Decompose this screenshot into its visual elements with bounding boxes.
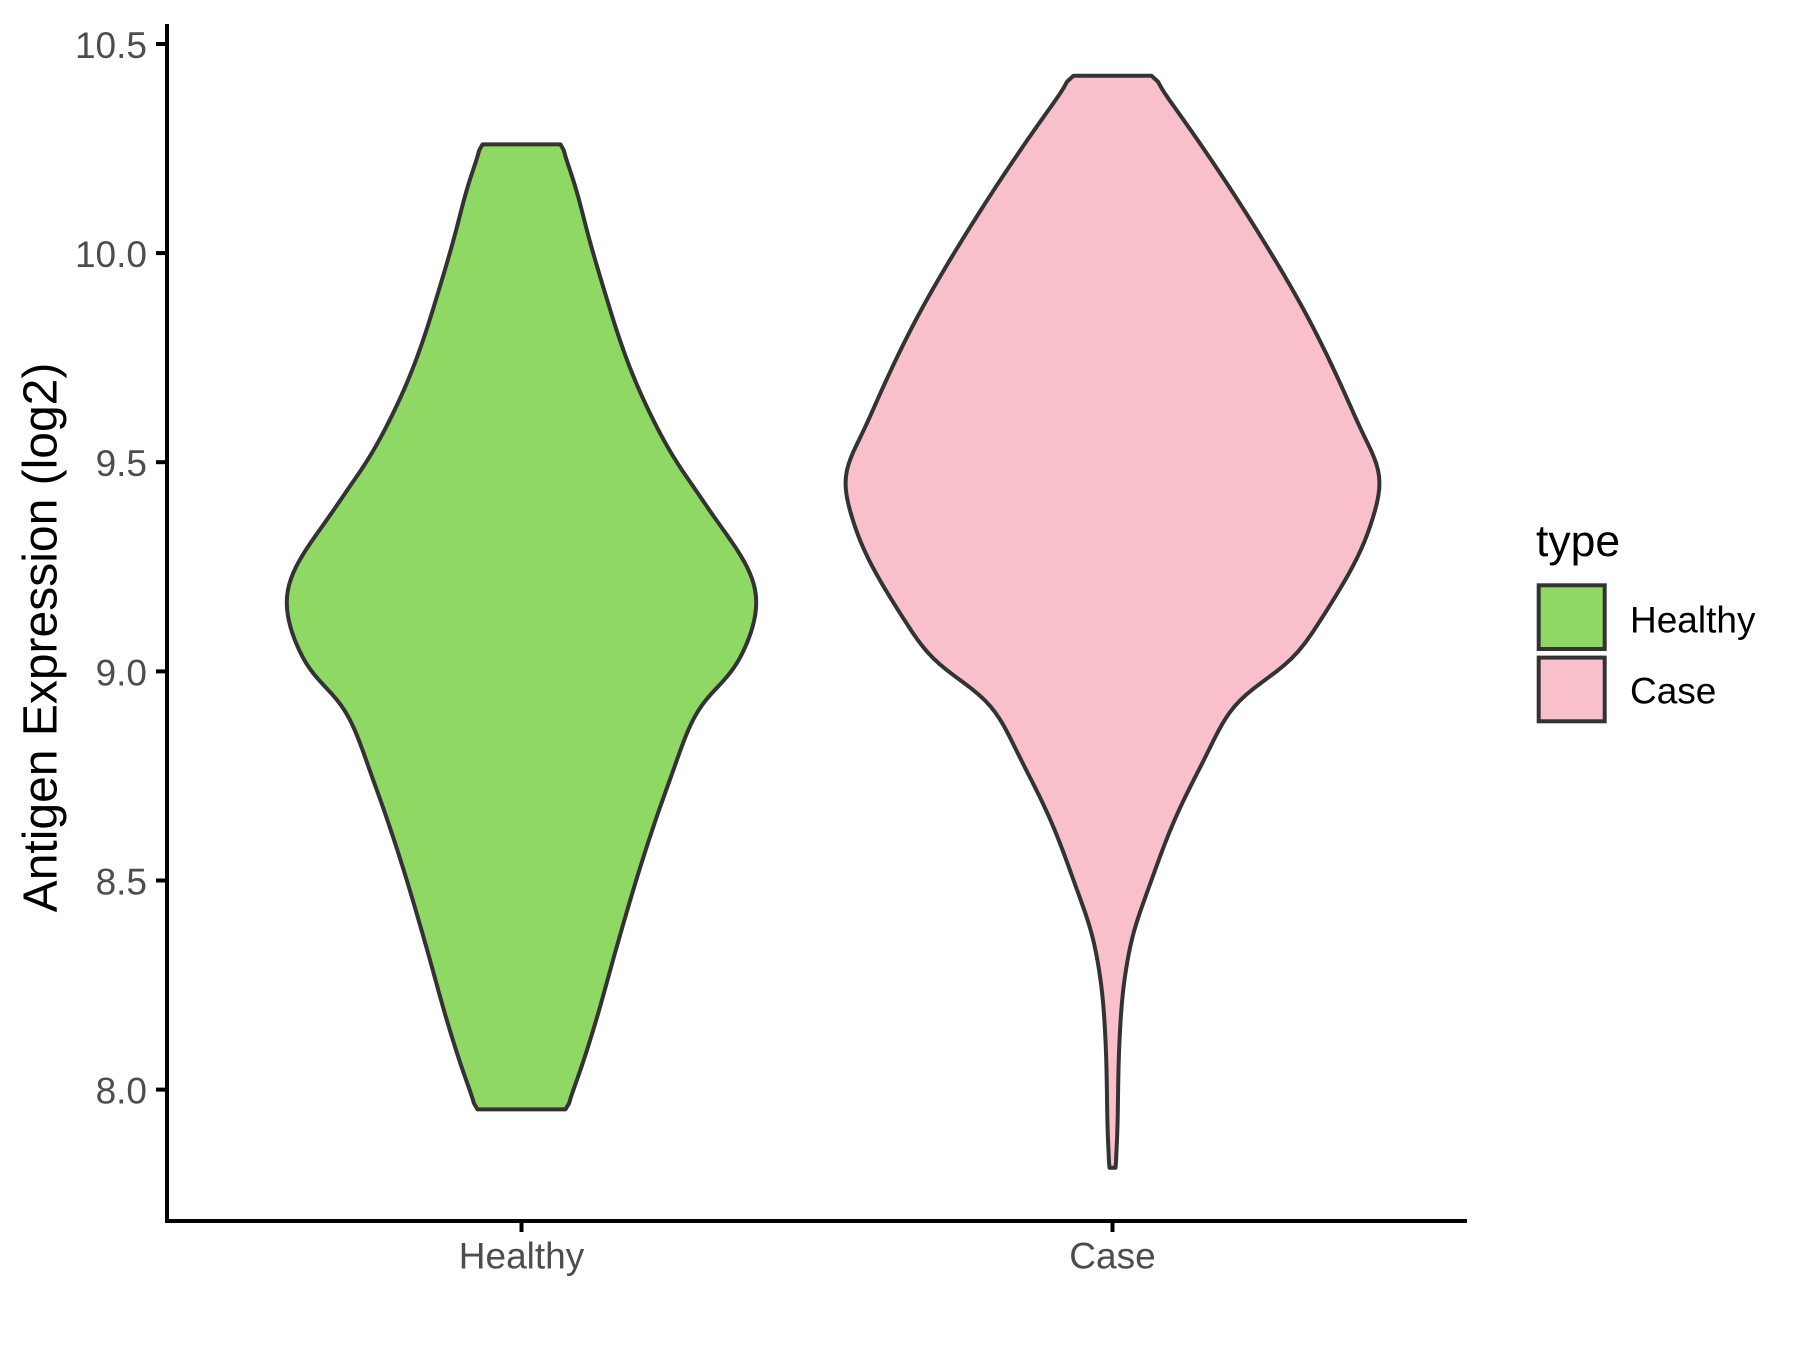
svg-text:Case: Case	[1630, 670, 1716, 711]
svg-text:10.5: 10.5	[75, 25, 147, 66]
svg-text:8.5: 8.5	[96, 862, 147, 903]
svg-text:Case: Case	[1069, 1236, 1155, 1277]
svg-text:8.0: 8.0	[96, 1071, 147, 1112]
svg-text:9.5: 9.5	[96, 443, 147, 484]
svg-text:Antigen Expression (log2): Antigen Expression (log2)	[15, 363, 68, 913]
svg-text:10.0: 10.0	[75, 234, 147, 275]
svg-text:Healthy: Healthy	[1630, 600, 1756, 641]
svg-text:9.0: 9.0	[96, 652, 147, 693]
svg-text:type: type	[1536, 517, 1620, 566]
svg-text:Healthy: Healthy	[459, 1236, 585, 1277]
